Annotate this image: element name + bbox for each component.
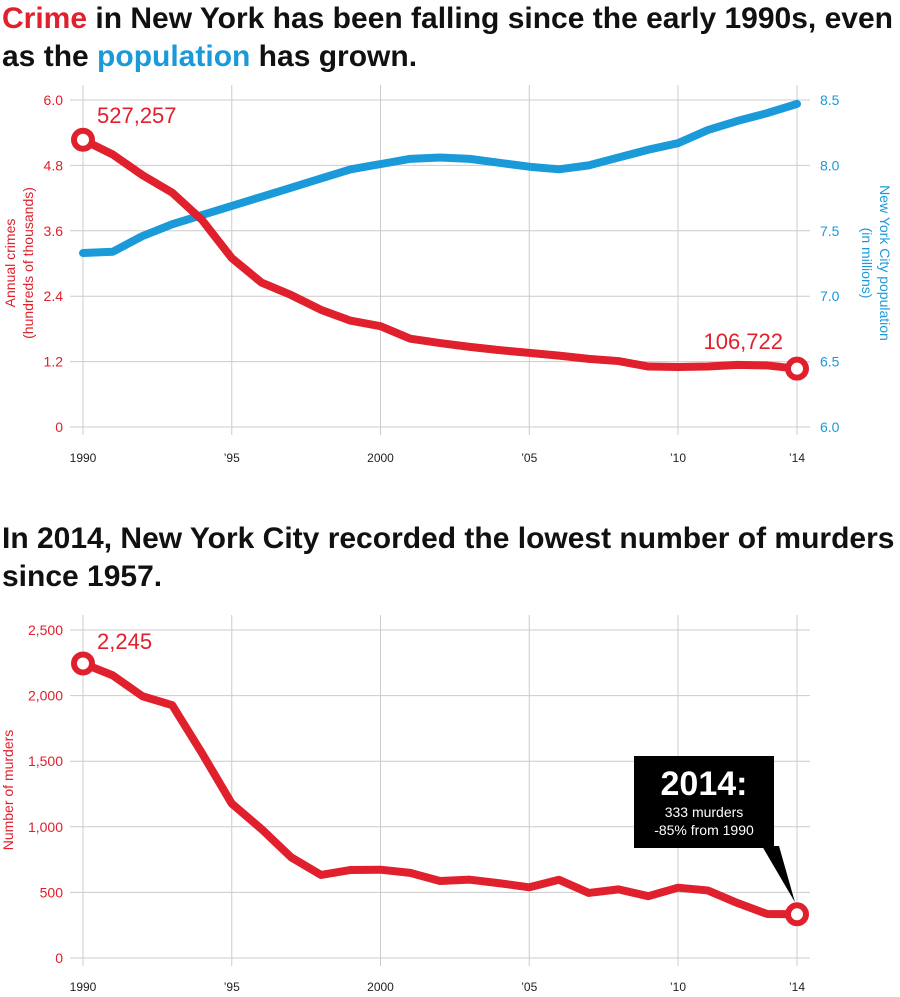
murders-start-label: 2,245: [97, 629, 152, 654]
murders-chart: 0 500 1,000 1,500 2,000 2,500 1990 ’95 2000 ’05 ’1…: [0, 615, 810, 994]
left-tick-label: 0: [55, 950, 63, 966]
callout-line1: 333 murders: [665, 804, 744, 820]
title-crime-word: Crime: [2, 2, 88, 35]
left-tick-label: 1,500: [28, 753, 63, 769]
x-tick-label: ’14: [789, 980, 805, 994]
title-population-word: population: [97, 40, 251, 73]
left-axis-title: Number of murders: [0, 730, 16, 851]
title-end-text: has grown.: [250, 40, 418, 73]
right-axis-title-line1: New York City population: [877, 185, 893, 341]
x-tick-label: ’05: [521, 980, 537, 994]
left-tick-label: 6.0: [44, 92, 64, 108]
callout-year: 2014:: [661, 765, 748, 803]
x-tick-label: ’10: [670, 980, 686, 994]
x-tick-label: ’14: [789, 451, 805, 465]
crime-start-marker: [71, 127, 95, 152]
left-tick-label: 2,000: [28, 688, 63, 704]
crime-series-line: [79, 135, 801, 373]
left-tick-label: 2,500: [28, 622, 63, 638]
right-tick-label: 7.0: [820, 288, 840, 304]
callout-pointer: [762, 846, 795, 903]
callout-box: [634, 756, 774, 848]
chart1-title: Crime in New York has been falling since…: [2, 0, 898, 76]
left-tick-label: 0: [55, 419, 63, 435]
callout-line2: -85% from 1990: [654, 822, 754, 838]
left-axis-title-line1: Annual crimes: [2, 219, 18, 308]
crime-end-marker: [785, 356, 809, 381]
x-tick-label: 2000: [367, 451, 394, 465]
right-axis-title-line2: (in millions): [859, 228, 875, 299]
murders-start-marker: [71, 651, 95, 676]
right-tick-label: 8.5: [820, 92, 840, 108]
x-tick-label: 2000: [367, 980, 394, 994]
crime-population-chart: 0 1.2 2.4 3.6 4.8 6.0 1990 ’95 2000 ’05 ’10 ’14 6.0 6…: [2, 85, 893, 465]
right-tick-label: 7.5: [820, 223, 840, 239]
murders-series-line: [79, 659, 801, 919]
left-tick-label: 500: [40, 884, 64, 900]
right-tick-label: 6.5: [820, 354, 840, 370]
murders-end-marker: [785, 902, 809, 927]
title-mid-text: in New York has been falling since the e…: [2, 2, 893, 73]
x-tick-label: 1990: [70, 980, 97, 994]
left-axis-title-line2: (hundreds of thousands): [20, 187, 36, 339]
right-tick-label: 6.0: [820, 419, 840, 435]
left-tick-label: 1.2: [44, 354, 64, 370]
left-tick-label: 3.6: [44, 223, 64, 239]
chart2-title: In 2014, New York City recorded the lowe…: [2, 522, 895, 593]
left-tick-label: 4.8: [44, 157, 64, 173]
crime-start-label: 527,257: [97, 103, 177, 128]
x-tick-label: ’05: [521, 451, 537, 465]
left-tick-label: 2.4: [44, 288, 64, 304]
x-tick-label: ’95: [224, 980, 240, 994]
right-tick-label: 8.0: [820, 157, 840, 173]
left-tick-label: 1,000: [28, 819, 63, 835]
x-tick-label: ’95: [224, 451, 240, 465]
crime-end-label: 106,722: [703, 329, 783, 354]
x-tick-label: 1990: [70, 451, 97, 465]
x-tick-label: ’10: [670, 451, 686, 465]
